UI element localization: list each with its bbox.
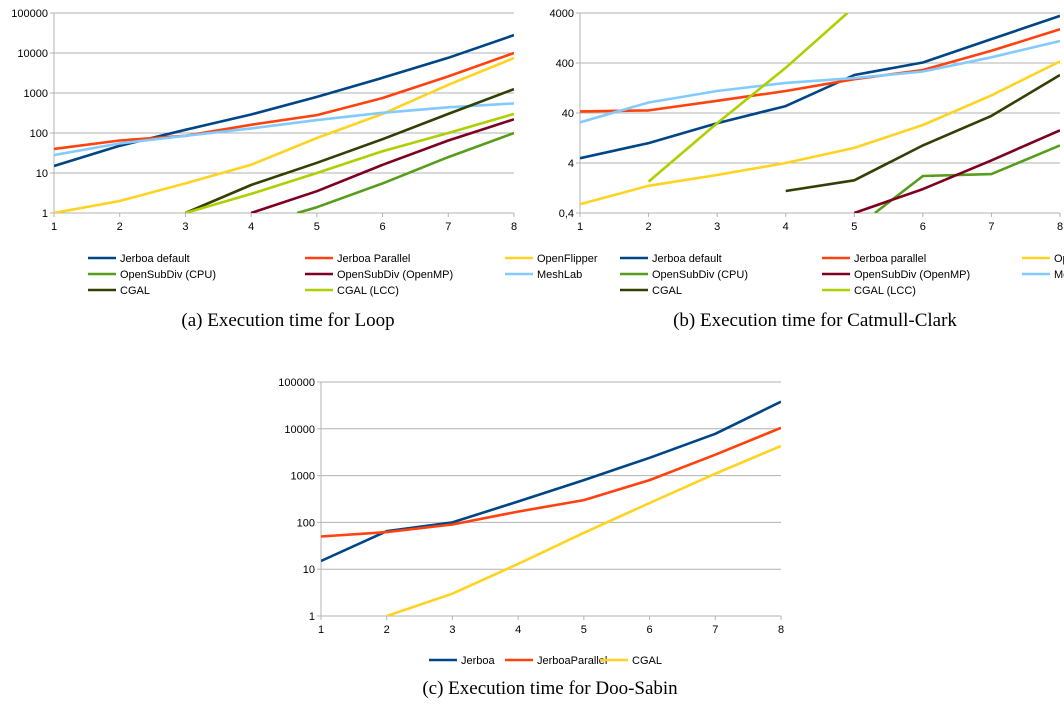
x-tick-label: 6 <box>647 624 653 636</box>
series-line-jerboa <box>321 400 781 563</box>
legend-label: OpenSubDiv (CPU) <box>120 269 216 281</box>
legend: Jerboa default Jerboa Parallel OpenFlipper… <box>88 253 598 297</box>
legend-label: MeshLab <box>1054 269 1064 281</box>
y-tick-label: 0,4 <box>559 208 574 220</box>
series-line-openflipper <box>54 56 514 213</box>
legend-label: Jerboa default <box>120 253 190 265</box>
x-tick-label: 4 <box>248 221 254 233</box>
legend-label: CGAL <box>632 655 662 667</box>
series-line-jerboa-parallel <box>580 27 1060 113</box>
x-tick-label: 5 <box>314 221 320 233</box>
y-tick-label: 40 <box>562 108 574 120</box>
y-tick-label: 100 <box>30 128 48 140</box>
y-tick-label: 100000 <box>11 8 48 20</box>
legend: Jerboa JerboaParallel CGAL <box>429 655 662 667</box>
legend-label: OpenSubDiv (CPU) <box>652 269 748 281</box>
x-tick-label: 6 <box>380 221 386 233</box>
x-tick-label: 6 <box>920 221 926 233</box>
legend-label: JerboaParallel <box>537 655 607 667</box>
series-line-cgal <box>785 73 1060 193</box>
y-tick-label: 10 <box>303 564 315 576</box>
chart-caption: (a) Execution time for Loop <box>181 310 394 331</box>
series-line-jerboa-default <box>54 33 514 168</box>
x-tick-label: 1 <box>51 221 57 233</box>
series-line-cgal <box>386 444 781 616</box>
x-tick-label: 7 <box>712 624 718 636</box>
x-tick-label: 3 <box>714 221 720 233</box>
x-tick-label: 1 <box>577 221 583 233</box>
y-tick-label: 1 <box>309 611 315 623</box>
y-tick-label: 1 <box>42 208 48 220</box>
legend-label: CGAL <box>652 285 682 297</box>
y-tick-label: 10000 <box>17 48 48 60</box>
legend-label: CGAL (LCC) <box>337 285 399 297</box>
series-line-jerboaparallel <box>321 426 781 538</box>
x-tick-label: 1 <box>318 624 324 636</box>
x-tick-label: 8 <box>1057 221 1063 233</box>
x-tick-label: 7 <box>445 221 451 233</box>
x-tick-label: 8 <box>778 624 784 636</box>
legend-label: OpenFlipper <box>1054 253 1064 265</box>
chart-a: 1 10 100 1000 10000 100000 1 2 3 4 5 6 7 8 Jerboa defa… <box>11 8 598 331</box>
x-tick-label: 2 <box>384 624 390 636</box>
series-line-opensubdiv-openmp- <box>250 118 514 213</box>
y-tick-label: 10000 <box>284 424 315 436</box>
legend-label: MeshLab <box>537 269 582 281</box>
legend-label: OpenSubDiv (OpenMP) <box>337 269 453 281</box>
y-tick-label: 400 <box>556 58 574 70</box>
chart-caption: (c) Execution time for Doo-Sabin <box>422 678 678 699</box>
x-tick-label: 3 <box>449 624 455 636</box>
series-line-meshlab <box>54 102 514 157</box>
x-tick-label: 2 <box>646 221 652 233</box>
legend-label: OpenFlipper <box>537 253 598 265</box>
y-tick-label: 1000 <box>291 471 315 483</box>
series-line-opensubdiv-openmp- <box>853 129 1060 213</box>
series-line-meshlab <box>580 39 1060 124</box>
y-tick-label: 10 <box>36 168 48 180</box>
series-line-jerboa-default <box>580 14 1060 160</box>
x-tick-label: 2 <box>117 221 123 233</box>
x-tick-label: 7 <box>988 221 994 233</box>
chart-caption: (b) Execution time for Catmull-Clark <box>673 310 957 331</box>
series-line-jerboa-parallel <box>54 51 514 151</box>
x-tick-label: 8 <box>511 221 517 233</box>
series-line-cgal-lcc- <box>185 112 514 213</box>
legend-label: CGAL <box>120 285 150 297</box>
y-tick-label: 100 <box>297 517 315 529</box>
x-tick-label: 3 <box>182 221 188 233</box>
x-tick-label: 5 <box>581 624 587 636</box>
x-tick-label: 5 <box>851 221 857 233</box>
legend-label: Jerboa parallel <box>854 253 926 265</box>
legend-label: Jerboa <box>461 655 496 667</box>
y-tick-label: 1000 <box>24 88 48 100</box>
y-tick-label: 4 <box>568 158 574 170</box>
legend-label: OpenSubDiv (OpenMP) <box>854 269 970 281</box>
legend-label: Jerboa Parallel <box>337 253 410 265</box>
y-tick-label: 4000 <box>550 8 574 20</box>
legend-label: CGAL (LCC) <box>854 285 916 297</box>
series-line-cgal-lcc- <box>647 13 849 183</box>
series-line-opensubdiv-cpu- <box>296 131 514 213</box>
series-line-cgal <box>184 87 514 213</box>
y-tick-label: 100000 <box>278 377 315 389</box>
legend: Jerboa default Jerboa parallel OpenFlipper… <box>620 253 1064 297</box>
x-tick-label: 4 <box>783 221 789 233</box>
series-line-openflipper <box>580 60 1060 206</box>
legend-label: Jerboa default <box>652 253 722 265</box>
x-tick-label: 4 <box>515 624 521 636</box>
